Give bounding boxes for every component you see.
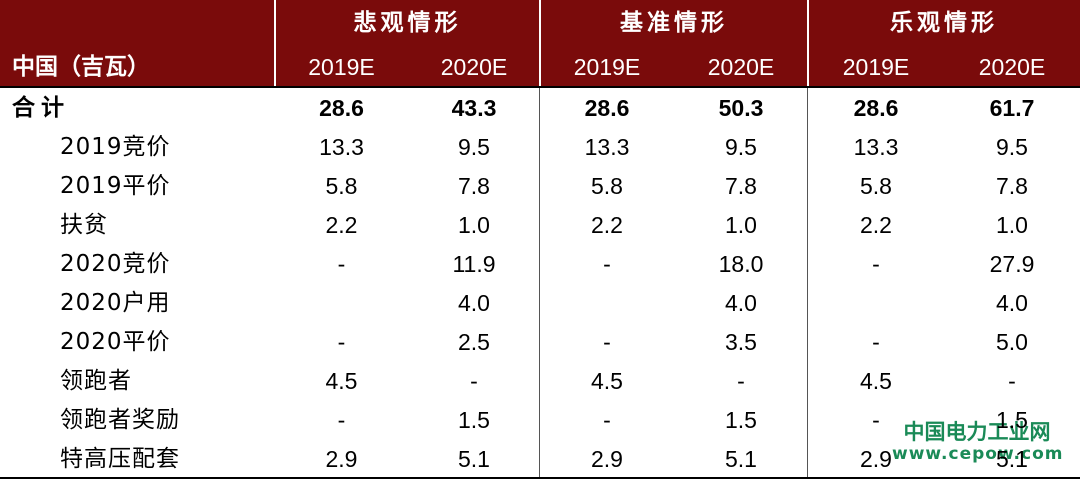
cell-value: 2.9 bbox=[860, 446, 892, 472]
year-header: 2020E bbox=[978, 54, 1046, 80]
rule bbox=[0, 86, 1080, 88]
cell-value: 5.8 bbox=[325, 173, 358, 199]
cell-value: 4.0 bbox=[458, 290, 490, 316]
year-header: 2019E bbox=[573, 54, 641, 80]
cell-value: 5.1 bbox=[458, 446, 490, 472]
row-label: 2020平价 bbox=[60, 329, 171, 355]
cell-value: - bbox=[1008, 368, 1016, 394]
row-label: 2019竞价 bbox=[60, 134, 171, 160]
cell-value: 7.8 bbox=[725, 173, 757, 199]
divider bbox=[807, 0, 809, 478]
cell-value: - bbox=[603, 407, 611, 433]
year-header: 2020E bbox=[440, 54, 508, 80]
cell-value: 2.2 bbox=[325, 212, 358, 238]
cell-value: 4.0 bbox=[725, 290, 757, 316]
divider bbox=[539, 0, 541, 478]
cell-value: 18.0 bbox=[718, 251, 764, 277]
year-header: 2019E bbox=[308, 54, 375, 80]
row-label: 2020户用 bbox=[60, 290, 171, 316]
watermark-url: www.cepow.com bbox=[892, 444, 1064, 464]
cell-value: 9.5 bbox=[458, 134, 490, 160]
row-label: 领跑者 bbox=[60, 368, 132, 394]
cell-value: 1.0 bbox=[725, 212, 757, 238]
cell-value: 28.6 bbox=[584, 95, 630, 121]
cell-value: - bbox=[470, 368, 478, 394]
group-header: 悲观情形 bbox=[353, 10, 462, 36]
cell-value: 2.9 bbox=[591, 446, 623, 472]
row-label: 扶贫 bbox=[60, 212, 108, 238]
cell-value: 3.5 bbox=[725, 329, 757, 355]
cell-value: 11.9 bbox=[452, 251, 496, 277]
cell-value: 61.7 bbox=[989, 95, 1035, 121]
cell-value: 13.3 bbox=[319, 134, 364, 160]
year-header: 2019E bbox=[842, 54, 910, 80]
cell-value: 2.2 bbox=[591, 212, 623, 238]
cell-value: 5.8 bbox=[591, 173, 623, 199]
cell-value: 1.0 bbox=[458, 212, 490, 238]
cell-value: 1.0 bbox=[996, 212, 1028, 238]
cell-value: 4.5 bbox=[860, 368, 892, 394]
cell-value: - bbox=[872, 251, 880, 277]
cell-value: 50.3 bbox=[718, 95, 764, 121]
year-header: 2020E bbox=[707, 54, 775, 80]
cell-value: 5.8 bbox=[860, 173, 892, 199]
row-label: 2020竞价 bbox=[60, 251, 171, 277]
row-label: 特高压配套 bbox=[60, 446, 180, 472]
cell-value: 4.0 bbox=[996, 290, 1028, 316]
cell-value: 7.8 bbox=[458, 173, 490, 199]
cell-value: 2.2 bbox=[860, 212, 892, 238]
cell-value: 4.5 bbox=[591, 368, 623, 394]
cell-value: 28.6 bbox=[319, 95, 364, 121]
cell-value: 7.8 bbox=[996, 173, 1028, 199]
cell-value: 5.0 bbox=[996, 329, 1028, 355]
cell-value: - bbox=[337, 407, 346, 433]
group-header: 基准情形 bbox=[620, 10, 728, 36]
cell-value: 2.5 bbox=[458, 329, 490, 355]
cell-value: 5.1 bbox=[996, 446, 1028, 472]
divider bbox=[539, 86, 540, 478]
cell-value: - bbox=[337, 329, 346, 355]
cell-value: - bbox=[337, 251, 346, 277]
cell-value: 13.3 bbox=[853, 134, 899, 160]
cell-value: - bbox=[872, 329, 880, 355]
divider bbox=[274, 0, 276, 86]
cell-value: - bbox=[872, 407, 880, 433]
cell-value: - bbox=[603, 329, 611, 355]
cell-value: - bbox=[603, 251, 611, 277]
cell-value: 5.1 bbox=[725, 446, 757, 472]
cell-value: 2.9 bbox=[325, 446, 358, 472]
cell-value: 27.9 bbox=[989, 251, 1035, 277]
cell-value: 9.5 bbox=[996, 134, 1028, 160]
cell-value: 9.5 bbox=[725, 134, 757, 160]
group-header: 乐观情形 bbox=[890, 10, 998, 36]
cell-value: - bbox=[737, 368, 745, 394]
cell-value: 43.3 bbox=[451, 95, 497, 121]
cell-value: 1.5 bbox=[458, 407, 490, 433]
divider bbox=[807, 86, 808, 478]
row-label: 合计 bbox=[12, 95, 70, 121]
row-label: 2019平价 bbox=[60, 173, 171, 199]
cell-value: 28.6 bbox=[853, 95, 899, 121]
unit-label: 中国（吉瓦） bbox=[12, 54, 150, 80]
rule bbox=[0, 477, 1080, 479]
row-label: 领跑者奖励 bbox=[60, 407, 180, 433]
cell-value: 13.3 bbox=[584, 134, 630, 160]
cell-value: 4.5 bbox=[325, 368, 358, 394]
cell-value: 1.5 bbox=[725, 407, 757, 433]
watermark-name: 中国电力工业网 bbox=[903, 420, 1051, 444]
cell-value: 1.5 bbox=[996, 407, 1028, 433]
